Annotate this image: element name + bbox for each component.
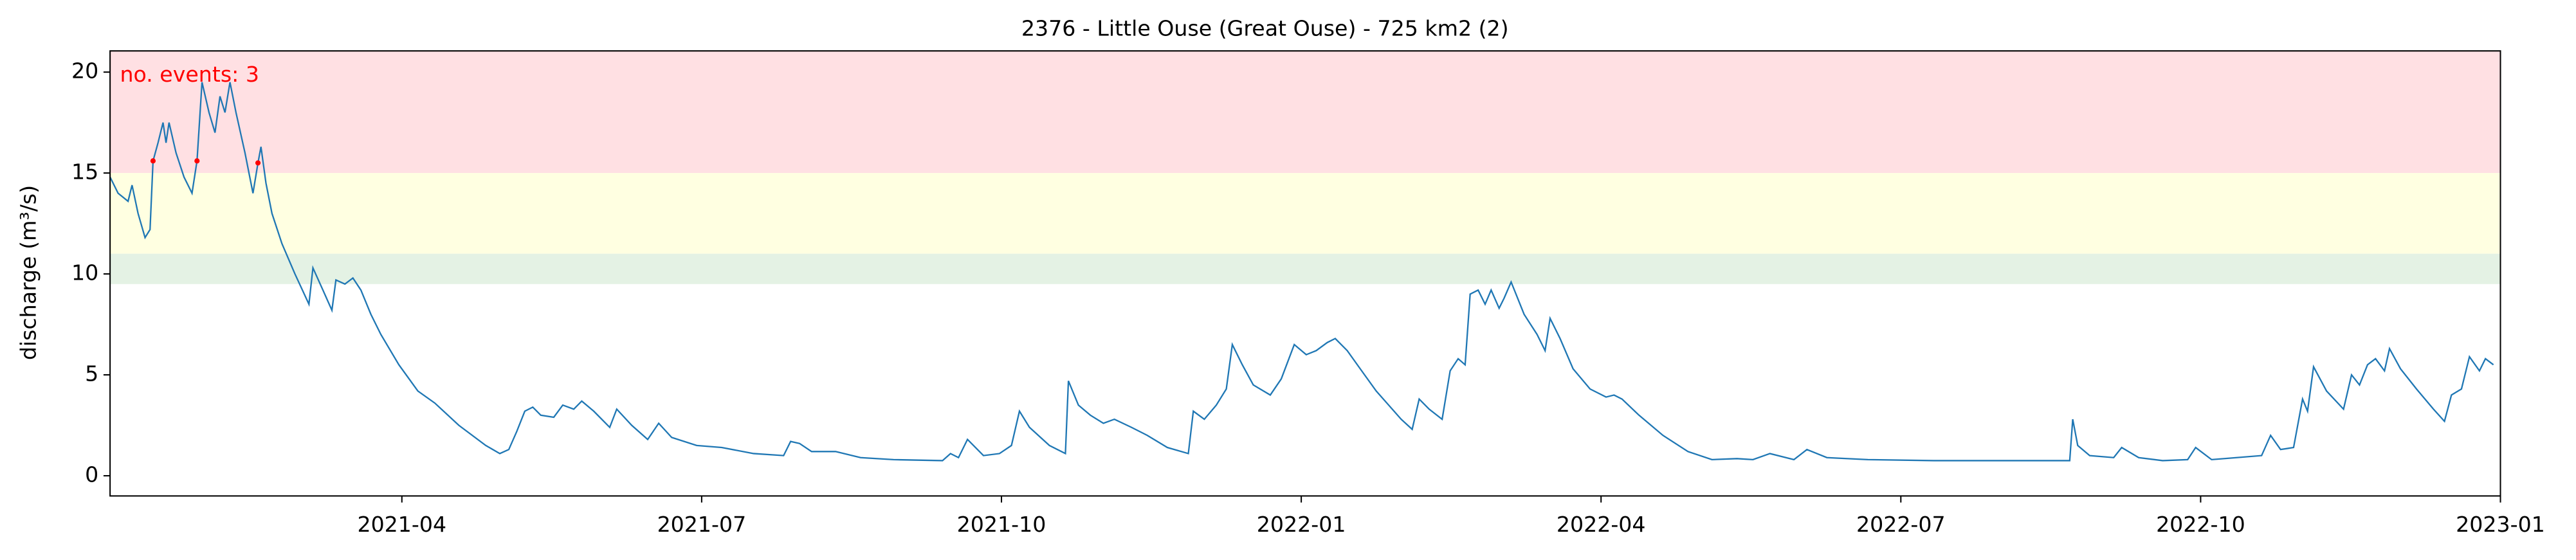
threshold-band (110, 253, 2501, 284)
threshold-band (110, 51, 2501, 174)
y-tick-label: 20 (71, 59, 98, 84)
discharge-line (109, 82, 2494, 462)
y-axis-label: discharge (m³/s) (15, 185, 41, 360)
y-tick-label: 15 (71, 159, 98, 185)
x-tick-label: 2021-04 (357, 512, 446, 537)
x-tick-label: 2022-04 (1557, 512, 1646, 537)
chart-title: 2376 - Little Ouse (Great Ouse) - 725 km… (1021, 15, 1509, 41)
x-tick-label: 2022-07 (1856, 512, 1946, 537)
x-tick-label: 2021-10 (957, 512, 1046, 537)
x-tick-label: 2022-10 (2156, 512, 2245, 537)
x-tick-label: 2022-01 (1257, 512, 1346, 537)
event-point (255, 160, 261, 166)
event-point (194, 158, 200, 164)
x-tick-label: 2023-01 (2456, 512, 2545, 537)
x-tick-label: 2021-07 (657, 512, 747, 537)
threshold-band (110, 173, 2501, 254)
y-tick-label: 5 (85, 361, 98, 386)
y-tick-label: 0 (85, 462, 98, 487)
y-tick-label: 10 (71, 260, 98, 285)
event-count: no. events: 3 (120, 62, 259, 87)
event-point (150, 158, 156, 164)
plot-frame (109, 50, 2501, 497)
